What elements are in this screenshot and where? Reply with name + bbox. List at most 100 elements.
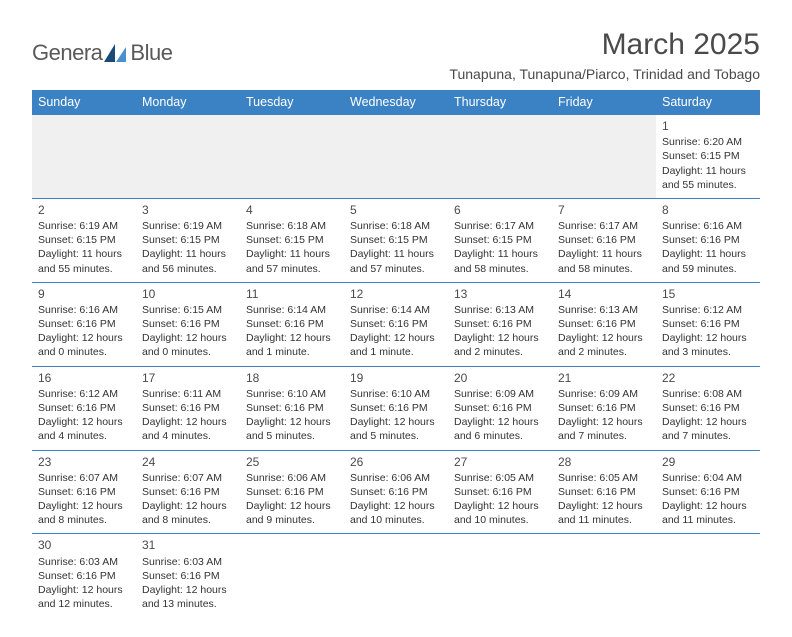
daylight-text: Daylight: 12 hours and 1 minute. [350,331,442,359]
calendar-cell: 11Sunrise: 6:14 AMSunset: 6:16 PMDayligh… [240,282,344,366]
day-number: 15 [662,286,754,302]
daylight-text: Daylight: 12 hours and 8 minutes. [38,499,130,527]
daylight-text: Daylight: 12 hours and 2 minutes. [454,331,546,359]
sunset-text: Sunset: 6:16 PM [454,317,546,331]
calendar-week-row: 9Sunrise: 6:16 AMSunset: 6:16 PMDaylight… [32,282,760,366]
sunset-text: Sunset: 6:15 PM [142,233,234,247]
day-number: 21 [558,370,650,386]
day-number: 18 [246,370,338,386]
day-header: Sunday [32,90,136,115]
daylight-text: Daylight: 12 hours and 10 minutes. [350,499,442,527]
daylight-text: Daylight: 11 hours and 55 minutes. [662,164,754,192]
sunrise-text: Sunrise: 6:20 AM [662,135,754,149]
calendar-cell: 18Sunrise: 6:10 AMSunset: 6:16 PMDayligh… [240,366,344,450]
calendar-cell: 23Sunrise: 6:07 AMSunset: 6:16 PMDayligh… [32,450,136,534]
calendar-cell: 20Sunrise: 6:09 AMSunset: 6:16 PMDayligh… [448,366,552,450]
daylight-text: Daylight: 12 hours and 7 minutes. [662,415,754,443]
day-number: 20 [454,370,546,386]
calendar-cell: 25Sunrise: 6:06 AMSunset: 6:16 PMDayligh… [240,450,344,534]
logo: Genera Blue [32,40,172,66]
daylight-text: Daylight: 12 hours and 1 minute. [246,331,338,359]
day-number: 14 [558,286,650,302]
calendar-cell: 9Sunrise: 6:16 AMSunset: 6:16 PMDaylight… [32,282,136,366]
day-header: Friday [552,90,656,115]
sunset-text: Sunset: 6:16 PM [662,317,754,331]
daylight-text: Daylight: 12 hours and 4 minutes. [38,415,130,443]
calendar-cell: 22Sunrise: 6:08 AMSunset: 6:16 PMDayligh… [656,366,760,450]
daylight-text: Daylight: 11 hours and 58 minutes. [558,247,650,275]
daylight-text: Daylight: 11 hours and 59 minutes. [662,247,754,275]
sunrise-text: Sunrise: 6:07 AM [142,471,234,485]
daylight-text: Daylight: 11 hours and 55 minutes. [38,247,130,275]
day-number: 26 [350,454,442,470]
daylight-text: Daylight: 12 hours and 13 minutes. [142,583,234,611]
day-number: 10 [142,286,234,302]
day-number: 8 [662,202,754,218]
daylight-text: Daylight: 12 hours and 7 minutes. [558,415,650,443]
daylight-text: Daylight: 11 hours and 57 minutes. [246,247,338,275]
sunset-text: Sunset: 6:16 PM [246,401,338,415]
sunrise-text: Sunrise: 6:12 AM [38,387,130,401]
calendar-cell: 3Sunrise: 6:19 AMSunset: 6:15 PMDaylight… [136,198,240,282]
sunset-text: Sunset: 6:15 PM [246,233,338,247]
calendar-week-row: 1Sunrise: 6:20 AMSunset: 6:15 PMDaylight… [32,115,760,199]
daylight-text: Daylight: 12 hours and 10 minutes. [454,499,546,527]
sunset-text: Sunset: 6:16 PM [142,317,234,331]
day-number: 17 [142,370,234,386]
calendar-cell [136,115,240,199]
sunset-text: Sunset: 6:16 PM [662,485,754,499]
calendar-cell: 8Sunrise: 6:16 AMSunset: 6:16 PMDaylight… [656,198,760,282]
sunrise-text: Sunrise: 6:09 AM [558,387,650,401]
calendar-cell [240,534,344,617]
sunset-text: Sunset: 6:16 PM [38,569,130,583]
calendar-table: Sunday Monday Tuesday Wednesday Thursday… [32,90,760,617]
sunrise-text: Sunrise: 6:16 AM [38,303,130,317]
sunrise-text: Sunrise: 6:13 AM [558,303,650,317]
sunset-text: Sunset: 6:15 PM [38,233,130,247]
logo-text-left: Genera [32,40,102,66]
calendar-cell: 10Sunrise: 6:15 AMSunset: 6:16 PMDayligh… [136,282,240,366]
day-number: 3 [142,202,234,218]
sunrise-text: Sunrise: 6:17 AM [558,219,650,233]
calendar-week-row: 16Sunrise: 6:12 AMSunset: 6:16 PMDayligh… [32,366,760,450]
sunrise-text: Sunrise: 6:19 AM [142,219,234,233]
calendar-cell: 16Sunrise: 6:12 AMSunset: 6:16 PMDayligh… [32,366,136,450]
sunrise-text: Sunrise: 6:10 AM [350,387,442,401]
day-number: 4 [246,202,338,218]
daylight-text: Daylight: 12 hours and 11 minutes. [558,499,650,527]
day-number: 13 [454,286,546,302]
calendar-cell [448,534,552,617]
sunrise-text: Sunrise: 6:12 AM [662,303,754,317]
day-number: 6 [454,202,546,218]
sunrise-text: Sunrise: 6:05 AM [454,471,546,485]
calendar-cell [552,115,656,199]
day-header: Saturday [656,90,760,115]
calendar-cell: 14Sunrise: 6:13 AMSunset: 6:16 PMDayligh… [552,282,656,366]
calendar-cell [240,115,344,199]
sunset-text: Sunset: 6:16 PM [558,401,650,415]
calendar-cell: 5Sunrise: 6:18 AMSunset: 6:15 PMDaylight… [344,198,448,282]
calendar-cell: 15Sunrise: 6:12 AMSunset: 6:16 PMDayligh… [656,282,760,366]
sunrise-text: Sunrise: 6:15 AM [142,303,234,317]
day-header: Thursday [448,90,552,115]
sunset-text: Sunset: 6:16 PM [558,317,650,331]
month-title: March 2025 [449,28,760,62]
calendar-cell: 24Sunrise: 6:07 AMSunset: 6:16 PMDayligh… [136,450,240,534]
day-number: 28 [558,454,650,470]
calendar-cell: 1Sunrise: 6:20 AMSunset: 6:15 PMDaylight… [656,115,760,199]
sunrise-text: Sunrise: 6:06 AM [246,471,338,485]
sunset-text: Sunset: 6:16 PM [38,401,130,415]
sunrise-text: Sunrise: 6:16 AM [662,219,754,233]
daylight-text: Daylight: 12 hours and 3 minutes. [662,331,754,359]
sunset-text: Sunset: 6:16 PM [350,401,442,415]
day-number: 23 [38,454,130,470]
calendar-page: Genera Blue March 2025 Tunapuna, Tunapun… [0,0,792,637]
day-number: 19 [350,370,442,386]
day-header-row: Sunday Monday Tuesday Wednesday Thursday… [32,90,760,115]
calendar-cell: 21Sunrise: 6:09 AMSunset: 6:16 PMDayligh… [552,366,656,450]
sunset-text: Sunset: 6:16 PM [454,485,546,499]
day-number: 12 [350,286,442,302]
day-number: 5 [350,202,442,218]
sunset-text: Sunset: 6:16 PM [38,485,130,499]
daylight-text: Daylight: 12 hours and 0 minutes. [38,331,130,359]
